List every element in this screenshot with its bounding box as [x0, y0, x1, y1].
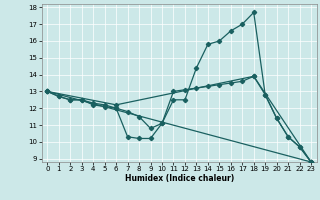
X-axis label: Humidex (Indice chaleur): Humidex (Indice chaleur): [124, 174, 234, 183]
